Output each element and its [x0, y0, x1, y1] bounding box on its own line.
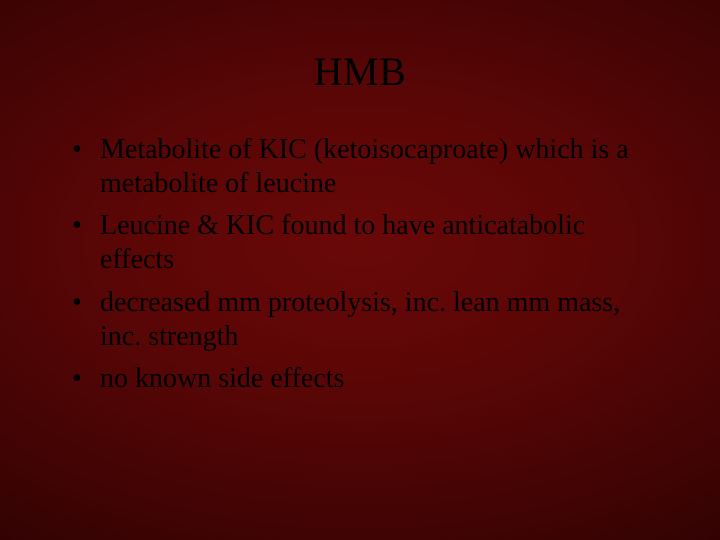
slide-title: HMB: [54, 48, 666, 95]
bullet-list: Metabolite of KIC (ketoisocaproate) whic…: [54, 133, 666, 396]
list-item: Leucine & KIC found to have anticataboli…: [72, 209, 666, 277]
list-item: decreased mm proteolysis, inc. lean mm m…: [72, 286, 666, 354]
slide-container: HMB Metabolite of KIC (ketoisocaproate) …: [0, 0, 720, 540]
list-item: no known side effects: [72, 362, 666, 396]
list-item: Metabolite of KIC (ketoisocaproate) whic…: [72, 133, 666, 201]
